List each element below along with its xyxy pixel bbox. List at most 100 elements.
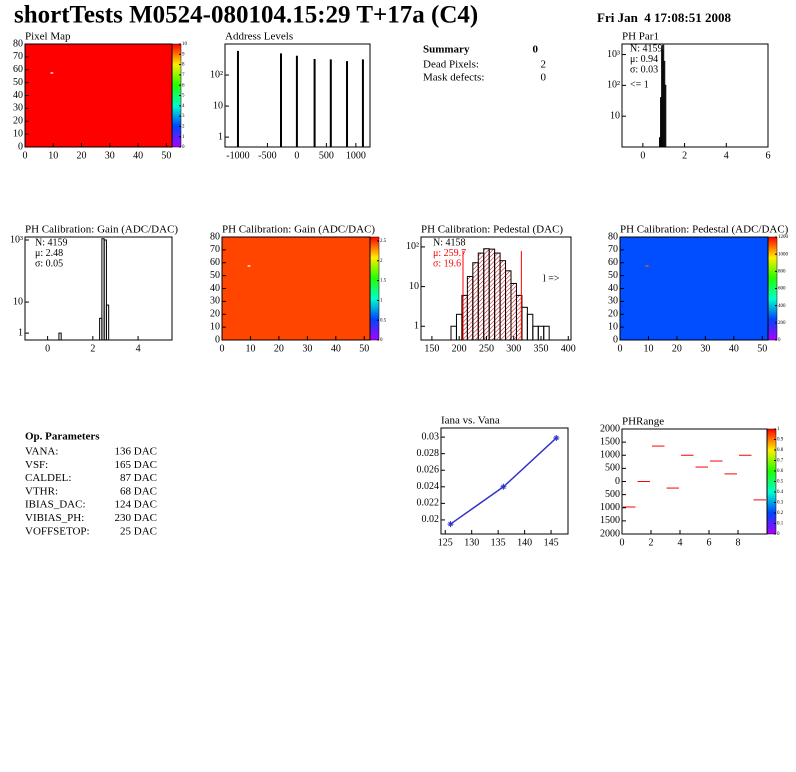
y-tick-label: 0 [615, 476, 620, 487]
x-tick-label: 20 [77, 150, 87, 161]
x-tick-label: 2 [682, 150, 687, 161]
x-tick-label: 250 [479, 343, 494, 354]
x-tick-label: 135 [491, 537, 506, 548]
summary-title: Summary [423, 44, 470, 56]
summary-label: Dead Pixels: [423, 59, 479, 71]
y-tick-label: 0.024 [417, 481, 440, 492]
histogram-bin [466, 275, 474, 341]
annotation: l => [543, 273, 560, 284]
x-tick-label: 40 [133, 150, 143, 161]
stats-line: μ: 2.48 [35, 248, 63, 259]
z-tick-label: 2 [380, 259, 383, 264]
z-tick-label: 1 [380, 299, 383, 304]
x-tick-label: 200 [452, 343, 467, 354]
z-tick-label: 0.1 [777, 522, 784, 527]
date: Fri Jan 4 17:08:51 2008 [597, 10, 731, 25]
marker [553, 434, 560, 441]
panel-title: Iana vs. Vana [441, 415, 500, 427]
x-tick-label: 0 [45, 343, 50, 354]
x-tick-label: -500 [258, 150, 276, 161]
y-tick-label: 0.028 [417, 448, 440, 459]
parameter-value: 68 DAC [120, 485, 157, 497]
x-tick-label: 4 [724, 150, 729, 161]
y-tick-label: 0.022 [417, 498, 440, 509]
stats-line: σ: 19.6 [433, 258, 461, 269]
x-tick-label: 130 [464, 537, 479, 548]
x-tick-label: 1000 [346, 150, 366, 161]
y-tick-label: 1 [218, 131, 223, 142]
x-tick-label: -1000 [226, 150, 249, 161]
y-tick-label: 60 [13, 64, 23, 75]
stats-line: σ: 0.05 [35, 258, 63, 269]
marker [500, 483, 507, 490]
histogram-bin [505, 270, 512, 341]
y-tick-label: 0.026 [417, 465, 440, 476]
y-tick-label: 30 [210, 296, 220, 307]
y-tick-label: 10² [210, 69, 223, 80]
y-tick-label: 10 [610, 110, 620, 121]
z-tick-label: 0.8 [777, 448, 784, 453]
parameter-name: VIBIAS_PH: [25, 512, 84, 524]
panel-title: PH Calibration: Pedestal (DAC) [421, 224, 563, 236]
frame [24, 236, 173, 341]
z-tick-label: 6 [182, 83, 185, 88]
y-tick-label: 10 [13, 296, 23, 307]
y-tick-label: 1000 [600, 502, 620, 513]
frame [440, 427, 569, 535]
z-tick-label: 200 [778, 321, 786, 326]
parameter-value: 25 DAC [120, 525, 157, 537]
y-tick-label: 60 [210, 257, 220, 268]
z-tick-label: 800 [778, 269, 786, 274]
parameter-name: VANA: [25, 446, 58, 458]
z-tick-label: 1000 [778, 252, 789, 257]
x-tick-label: 6 [707, 537, 712, 548]
y-tick-label: 50 [210, 270, 220, 281]
x-tick-label: 6 [766, 150, 771, 161]
x-tick-label: 30 [302, 343, 312, 354]
z-tick-label: 0.9 [777, 438, 784, 443]
heatmap-fill [25, 44, 172, 147]
panel-title: PH Calibration: Pedestal (ADC/DAC) [620, 224, 789, 236]
z-tick-label: 4 [182, 104, 185, 109]
z-tick-label: 8 [182, 63, 185, 68]
y-tick-label: 10 [213, 100, 223, 111]
y-tick-label: 1000 [600, 450, 620, 461]
z-tick-label: 1 [777, 427, 780, 432]
stats-line: N: 4158 [433, 237, 466, 248]
y-tick-label: 50 [608, 270, 618, 281]
y-tick-label: 2000 [600, 528, 620, 539]
y-tick-label: 70 [13, 51, 23, 62]
y-tick-label: 10³ [10, 234, 23, 245]
histogram-bin [488, 248, 496, 341]
frame [621, 43, 769, 148]
y-tick-label: 1 [414, 321, 419, 332]
z-tick-label: 7 [182, 73, 185, 78]
x-tick-label: 10 [643, 343, 653, 354]
y-tick-label: 500 [605, 463, 620, 474]
y-tick-label: 0.02 [422, 514, 440, 525]
z-tick-label: 0.4 [777, 490, 784, 495]
stats-line: σ: 0.03 [630, 64, 658, 75]
heatmap-cell [645, 265, 649, 267]
x-tick-label: 2 [90, 343, 95, 354]
heatmap-fill [620, 237, 768, 340]
y-tick-label: 40 [608, 283, 618, 294]
x-tick-label: 10 [245, 343, 255, 354]
parameter-value: 87 DAC [120, 472, 157, 484]
y-tick-label: 1500 [600, 436, 620, 447]
histogram-bin [494, 252, 501, 341]
x-tick-label: 10 [48, 150, 58, 161]
x-tick-label: 0 [23, 150, 28, 161]
parameter-value: 165 DAC [115, 459, 157, 471]
x-tick-label: 0 [620, 537, 625, 548]
x-tick-label: 145 [544, 537, 559, 548]
x-tick-label: 0 [640, 150, 645, 161]
y-tick-label: 20 [210, 309, 220, 320]
z-tick-label: 0 [182, 145, 185, 150]
y-tick-label: 20 [608, 309, 618, 320]
x-tick-label: 4 [136, 343, 141, 354]
z-tick-label: 1200 [778, 235, 789, 240]
x-tick-label: 40 [331, 343, 341, 354]
